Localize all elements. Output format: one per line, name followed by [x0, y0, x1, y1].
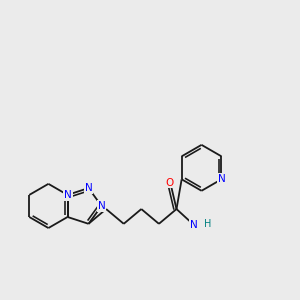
Text: N: N	[64, 190, 72, 200]
Text: N: N	[190, 220, 198, 230]
Text: O: O	[165, 178, 173, 188]
Text: N: N	[85, 183, 92, 193]
Text: N: N	[98, 201, 105, 211]
Text: N: N	[218, 174, 225, 184]
Text: H: H	[204, 219, 211, 229]
